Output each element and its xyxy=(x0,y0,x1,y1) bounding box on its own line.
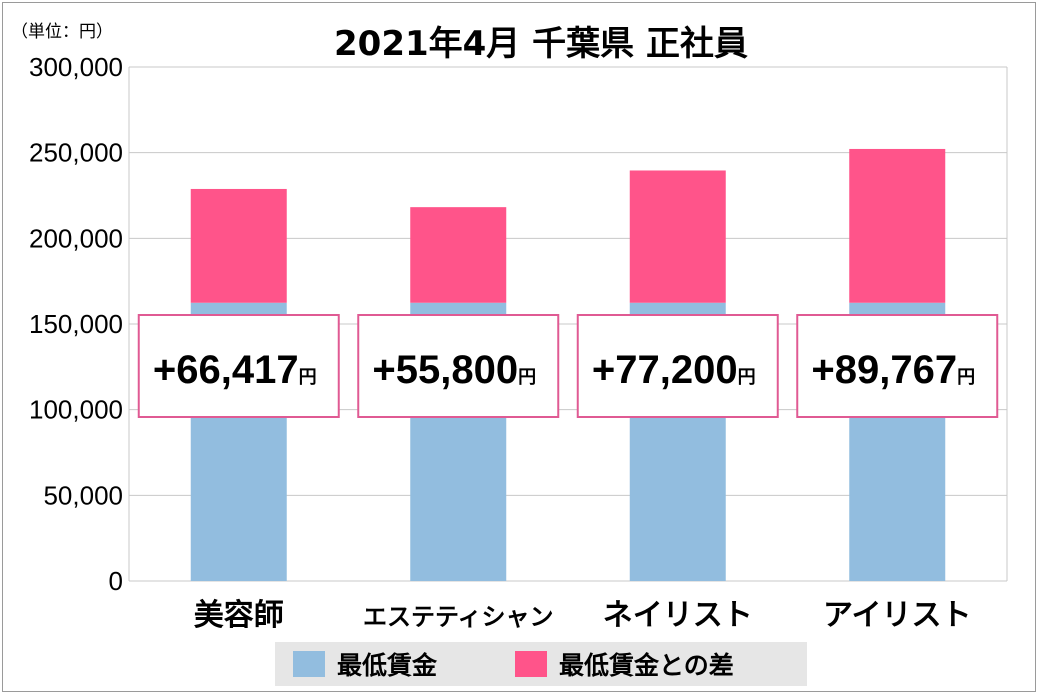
y-tick-label: 0 xyxy=(109,566,123,596)
bar-difference-0 xyxy=(190,188,287,303)
difference-unit: 円 xyxy=(518,367,536,388)
unit-label: （単位：円） xyxy=(11,22,113,42)
legend: 最低賃金 最低賃金との差 xyxy=(275,642,807,686)
y-tick-label: 250,000 xyxy=(29,138,123,168)
y-tick-label: 100,000 xyxy=(29,395,123,425)
difference-label-text: +89,767円 xyxy=(811,348,975,392)
y-tick-label: 150,000 xyxy=(29,309,123,339)
bar-difference-1 xyxy=(410,207,507,303)
difference-value: +89,767 xyxy=(811,348,957,392)
difference-value: +77,200 xyxy=(592,348,738,392)
legend-entry-1: 最低賃金との差 xyxy=(515,651,734,680)
x-category-label: エステティシャン xyxy=(363,603,554,631)
difference-label-text: +55,800円 xyxy=(372,348,536,392)
legend-swatch xyxy=(293,651,325,677)
legend-swatch xyxy=(515,651,547,677)
difference-unit: 円 xyxy=(299,367,317,388)
difference-unit: 円 xyxy=(738,367,756,388)
x-category-label: ネイリスト xyxy=(603,598,753,633)
difference-label-box: +55,800円 xyxy=(357,314,560,418)
difference-value: +55,800 xyxy=(372,348,518,392)
legend-entry-0: 最低賃金 xyxy=(293,651,438,680)
difference-label-text: +77,200円 xyxy=(592,348,756,392)
y-tick-label: 200,000 xyxy=(29,223,123,253)
x-category-label: 美容師 xyxy=(194,598,284,633)
legend-label: 最低賃金との差 xyxy=(559,651,734,680)
difference-label-text: +66,417円 xyxy=(153,348,317,392)
x-axis-categories: 美容師 エステティシャン ネイリスト アイリスト xyxy=(194,598,972,633)
y-axis-ticks: 0 50,000 100,000 150,000 200,000 250,000 300,0… xyxy=(29,52,123,596)
difference-label-frame xyxy=(576,314,779,418)
x-category-label: アイリスト xyxy=(823,598,972,633)
bar-difference-2 xyxy=(629,170,726,303)
difference-label-frame xyxy=(357,314,560,418)
y-tick-label: 50,000 xyxy=(43,480,123,510)
difference-labels: +66,417円 +55,800円 +77,200円 +89,767円 xyxy=(137,314,999,418)
difference-value: +66,417 xyxy=(153,348,299,392)
bar-chart: （単位：円） 2021年4月 千葉県 正社員 0 50,000 100,000 150… xyxy=(11,22,1008,686)
chart-title: 2021年4月 千葉県 正社員 xyxy=(334,24,748,64)
difference-label-frame xyxy=(137,314,340,418)
legend-label: 最低賃金 xyxy=(337,651,438,680)
difference-unit: 円 xyxy=(957,367,975,388)
difference-label-box: +89,767円 xyxy=(796,314,999,418)
difference-label-box: +66,417円 xyxy=(137,314,340,418)
difference-label-box: +77,200円 xyxy=(576,314,779,418)
bar-difference-3 xyxy=(849,148,946,303)
difference-label-frame xyxy=(796,314,999,418)
y-tick-label: 300,000 xyxy=(29,52,123,82)
